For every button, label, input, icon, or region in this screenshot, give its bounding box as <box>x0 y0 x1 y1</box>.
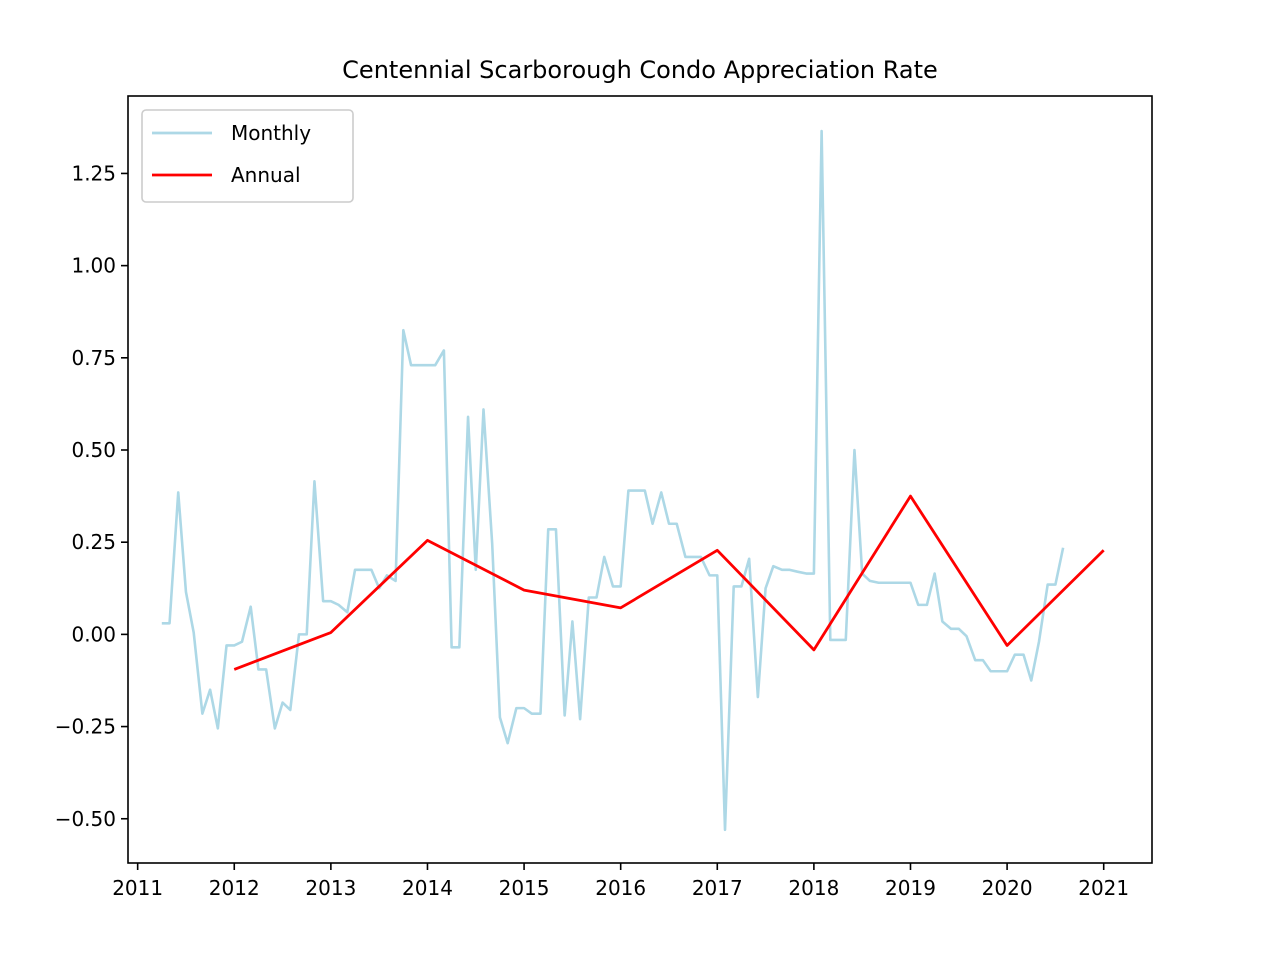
y-tick-label: −0.25 <box>55 715 116 739</box>
y-tick-label: 0.50 <box>71 438 116 462</box>
x-tick-label: 2020 <box>982 876 1033 900</box>
legend-label-annual: Annual <box>231 163 301 187</box>
x-tick-label: 2012 <box>209 876 260 900</box>
series-line-monthly <box>161 129 1065 832</box>
plot-frame <box>127 95 1153 864</box>
x-tick-label: 2011 <box>112 876 163 900</box>
x-axis: 2011 2012 2013 2014 2015 2016 2017 2018 2019 2020… <box>112 863 1129 900</box>
x-tick-label: 2016 <box>595 876 646 900</box>
x-tick-label: 2017 <box>692 876 743 900</box>
x-tick-label: 2019 <box>885 876 936 900</box>
chart-title: Centennial Scarborough Condo Appreciatio… <box>342 56 938 84</box>
x-tick-label: 2018 <box>788 876 839 900</box>
legend: Monthly Annual <box>141 109 354 203</box>
y-tick-label: 1.00 <box>71 254 116 278</box>
y-tick-label: 0.00 <box>71 622 116 646</box>
y-tick-label: 0.25 <box>71 530 116 554</box>
legend-label-monthly: Monthly <box>231 121 311 145</box>
series-line-annual <box>233 494 1105 671</box>
y-axis: −0.50 −0.25 0.00 0.25 0.50 0.75 1.00 1.25 <box>55 161 128 831</box>
y-tick-label: −0.50 <box>55 807 116 831</box>
x-tick-label: 2014 <box>402 876 453 900</box>
plot-area <box>161 129 1105 832</box>
y-tick-label: 1.25 <box>71 161 116 185</box>
x-tick-label: 2013 <box>305 876 356 900</box>
x-tick-label: 2015 <box>499 876 550 900</box>
y-tick-label: 0.75 <box>71 346 116 370</box>
x-tick-label: 2021 <box>1078 876 1129 900</box>
